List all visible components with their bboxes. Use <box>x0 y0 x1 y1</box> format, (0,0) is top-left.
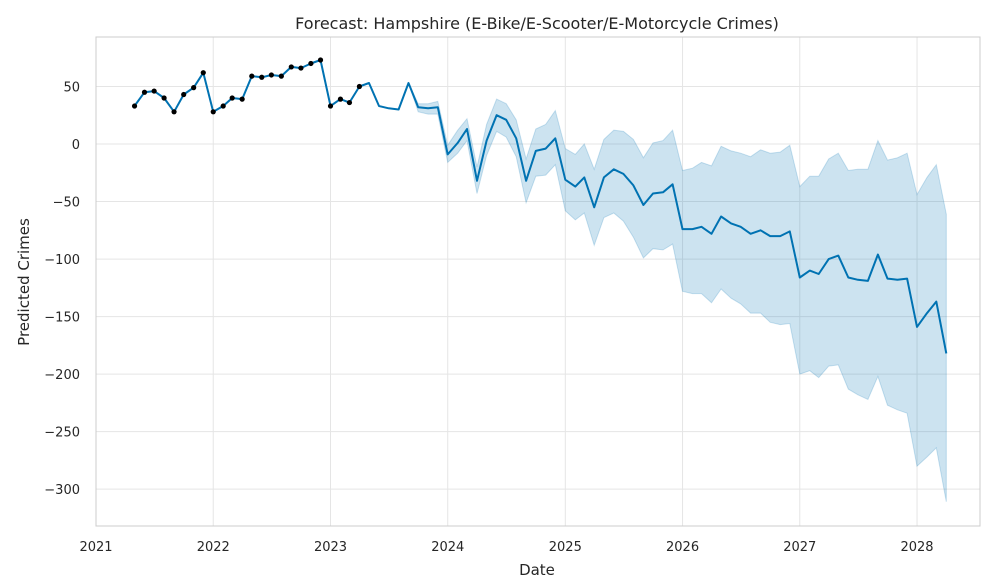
observed-point <box>239 96 245 102</box>
y-tick--300: −300 <box>44 483 80 498</box>
observed-point <box>249 73 255 79</box>
x-tick-2022: 2022 <box>197 540 230 555</box>
x-tick-labels: 2021 2022 2023 2024 2025 2026 2027 2028 <box>79 540 933 555</box>
observed-point <box>200 70 206 76</box>
observed-point <box>278 73 284 79</box>
y-axis-title: Predicted Crimes <box>15 218 33 346</box>
observed-point <box>317 57 324 63</box>
plot-frame <box>95 36 981 527</box>
observed-point <box>210 109 216 115</box>
observed-point <box>131 103 138 109</box>
y-tick-labels: 50 0 −50 −100 −150 −200 −250 −300 <box>44 80 80 498</box>
x-tick-2023: 2023 <box>314 540 347 555</box>
observed-points <box>131 57 363 115</box>
observed-point <box>259 74 265 80</box>
observed-point <box>346 99 353 106</box>
observed-point <box>171 109 177 115</box>
y-tick--100: −100 <box>44 253 80 268</box>
observed-point <box>288 64 294 70</box>
observed-point <box>161 95 167 101</box>
observed-point <box>337 96 344 102</box>
x-axis-title: Date <box>519 561 555 579</box>
observed-point <box>298 65 304 71</box>
y-tick-50: 50 <box>63 80 80 95</box>
observed-point <box>268 72 274 78</box>
observed-point <box>141 89 148 95</box>
x-tick-2024: 2024 <box>431 540 464 555</box>
observed-point <box>229 95 235 101</box>
y-tick-0: 0 <box>72 138 80 153</box>
observed-point <box>181 91 187 98</box>
chart-title: Forecast: Hampshire (E-Bike/E-Scooter/E-… <box>295 14 779 33</box>
y-tick--200: −200 <box>44 368 80 383</box>
y-tick--50: −50 <box>53 196 80 211</box>
observed-point <box>308 60 314 67</box>
y-tick--250: −250 <box>44 426 80 441</box>
observed-point <box>327 103 334 109</box>
observed-point <box>356 83 363 90</box>
x-tick-2021: 2021 <box>79 540 112 555</box>
y-gridlines <box>96 85 980 490</box>
observed-point <box>191 85 197 91</box>
x-tick-2028: 2028 <box>900 540 933 555</box>
y-tick--150: −150 <box>44 311 80 326</box>
x-tick-2026: 2026 <box>666 540 699 555</box>
observed-point <box>220 103 226 109</box>
x-tick-2025: 2025 <box>549 540 582 555</box>
observed-point <box>151 88 157 94</box>
x-tick-2027: 2027 <box>783 540 816 555</box>
